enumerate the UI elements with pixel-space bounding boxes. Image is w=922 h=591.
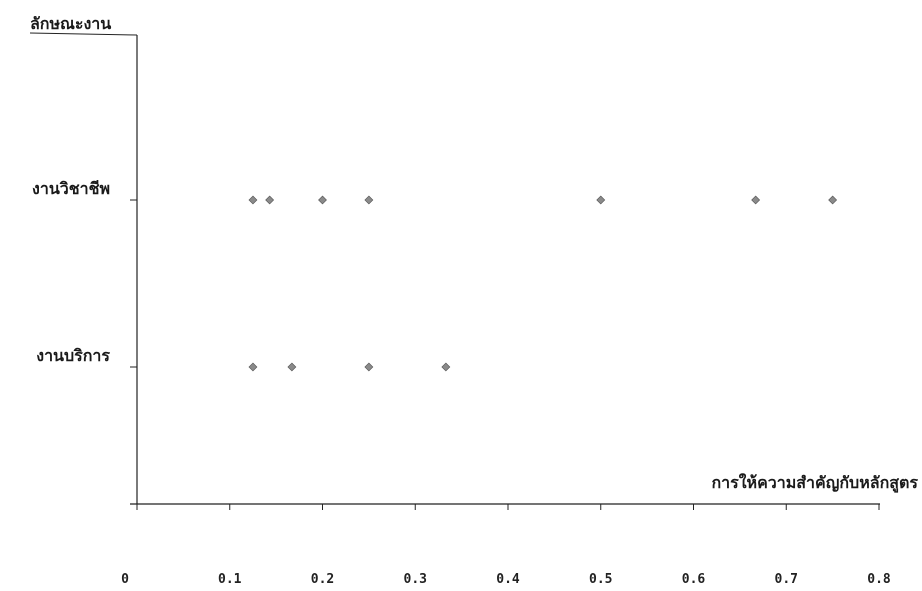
x-tick-label: 0.2 xyxy=(311,572,334,587)
x-tick-label: 0.1 xyxy=(218,572,242,587)
x-axis-title: การให้ความสำคัญกับหลักสูตร xyxy=(711,473,918,494)
data-point xyxy=(596,195,606,205)
x-tick-label: 0.6 xyxy=(682,572,706,587)
x-tick-label: 0 xyxy=(121,572,129,587)
data-point xyxy=(265,195,275,205)
x-ticks: 0 0.1 0.2 0.3 0.4 0.5 0.6 0.7 0.8 xyxy=(121,504,891,587)
data-point xyxy=(318,195,327,205)
data-point xyxy=(751,195,761,205)
y-axis-title: ลักษณะงาน xyxy=(30,14,111,33)
y-category-label: งานวิชาชีพ xyxy=(32,179,110,198)
y-category-label: งานบริการ xyxy=(36,346,110,365)
x-tick-label: 0.7 xyxy=(775,572,798,587)
data-point xyxy=(287,362,297,372)
data-points xyxy=(248,195,838,372)
x-tick-label: 0.3 xyxy=(404,572,427,587)
x-tick-label: 0.4 xyxy=(496,572,520,587)
x-tick-label: 0.5 xyxy=(589,572,612,587)
data-point xyxy=(248,195,258,205)
data-point xyxy=(364,362,374,372)
axes xyxy=(130,35,880,505)
y-axis-title-underline xyxy=(29,32,138,36)
x-tick-label: 0.8 xyxy=(867,572,891,587)
data-point xyxy=(828,195,838,205)
data-point xyxy=(248,362,258,372)
data-point xyxy=(364,195,374,205)
data-point xyxy=(441,362,451,372)
